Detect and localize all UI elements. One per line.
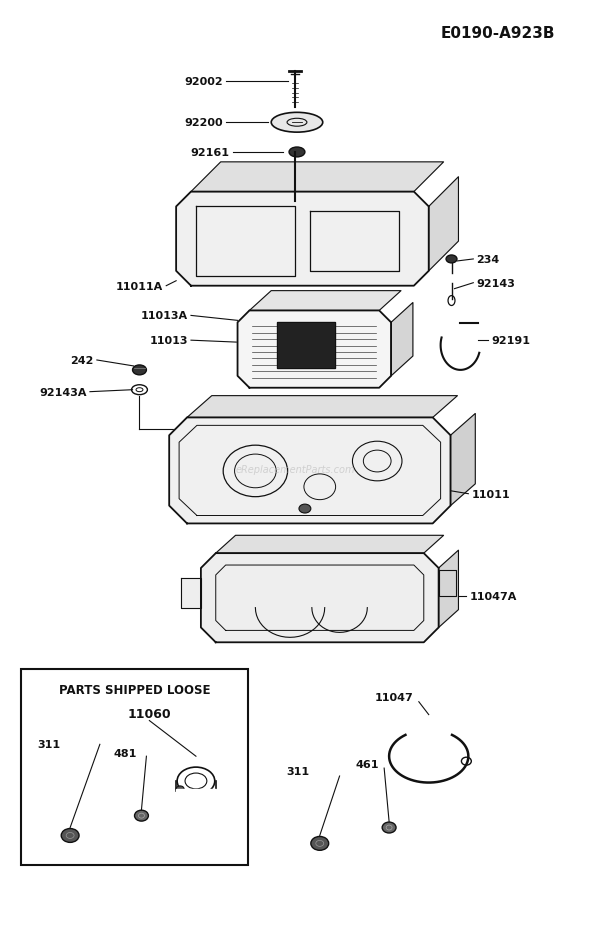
Ellipse shape <box>61 829 79 843</box>
Ellipse shape <box>176 786 184 792</box>
Polygon shape <box>451 414 476 506</box>
Polygon shape <box>176 193 429 286</box>
Polygon shape <box>250 291 401 311</box>
Polygon shape <box>169 418 451 524</box>
Text: 242: 242 <box>71 356 94 365</box>
Ellipse shape <box>382 822 396 833</box>
Text: 11013A: 11013A <box>141 311 188 321</box>
Polygon shape <box>391 303 413 376</box>
Text: 11047A: 11047A <box>469 591 517 601</box>
Text: 92191: 92191 <box>491 336 530 346</box>
Text: 461: 461 <box>356 759 379 769</box>
Text: eReplacementParts.com: eReplacementParts.com <box>235 464 355 475</box>
Text: 234: 234 <box>476 255 500 264</box>
Text: 92143A: 92143A <box>40 387 87 398</box>
Ellipse shape <box>271 113 323 133</box>
Text: 11047: 11047 <box>375 692 414 702</box>
Text: 11060: 11060 <box>127 707 171 720</box>
Text: 11013: 11013 <box>149 336 188 346</box>
Text: 311: 311 <box>287 767 310 776</box>
Ellipse shape <box>446 256 457 263</box>
Polygon shape <box>429 178 458 272</box>
Polygon shape <box>191 162 444 193</box>
Bar <box>21 669 248 865</box>
Ellipse shape <box>299 504 311 514</box>
Polygon shape <box>310 212 399 272</box>
Polygon shape <box>238 311 391 388</box>
Text: E0190-A923B: E0190-A923B <box>441 26 555 41</box>
Text: 481: 481 <box>113 748 136 758</box>
Polygon shape <box>187 396 457 418</box>
Text: 311: 311 <box>37 740 60 750</box>
Polygon shape <box>277 323 335 369</box>
Polygon shape <box>201 553 438 642</box>
Ellipse shape <box>311 836 329 850</box>
Polygon shape <box>181 578 201 608</box>
Text: 92002: 92002 <box>184 77 222 86</box>
Text: 11011A: 11011A <box>116 282 163 291</box>
Ellipse shape <box>289 147 305 158</box>
Polygon shape <box>176 789 216 801</box>
Text: 11011: 11011 <box>471 489 510 499</box>
Text: 92200: 92200 <box>184 118 222 128</box>
Polygon shape <box>438 551 458 628</box>
Text: 92161: 92161 <box>191 147 230 158</box>
Ellipse shape <box>135 810 149 821</box>
Polygon shape <box>196 208 295 276</box>
Polygon shape <box>216 536 444 553</box>
Polygon shape <box>438 570 457 596</box>
Text: 92143: 92143 <box>476 278 515 288</box>
Ellipse shape <box>133 365 146 375</box>
Text: PARTS SHIPPED LOOSE: PARTS SHIPPED LOOSE <box>59 683 210 696</box>
